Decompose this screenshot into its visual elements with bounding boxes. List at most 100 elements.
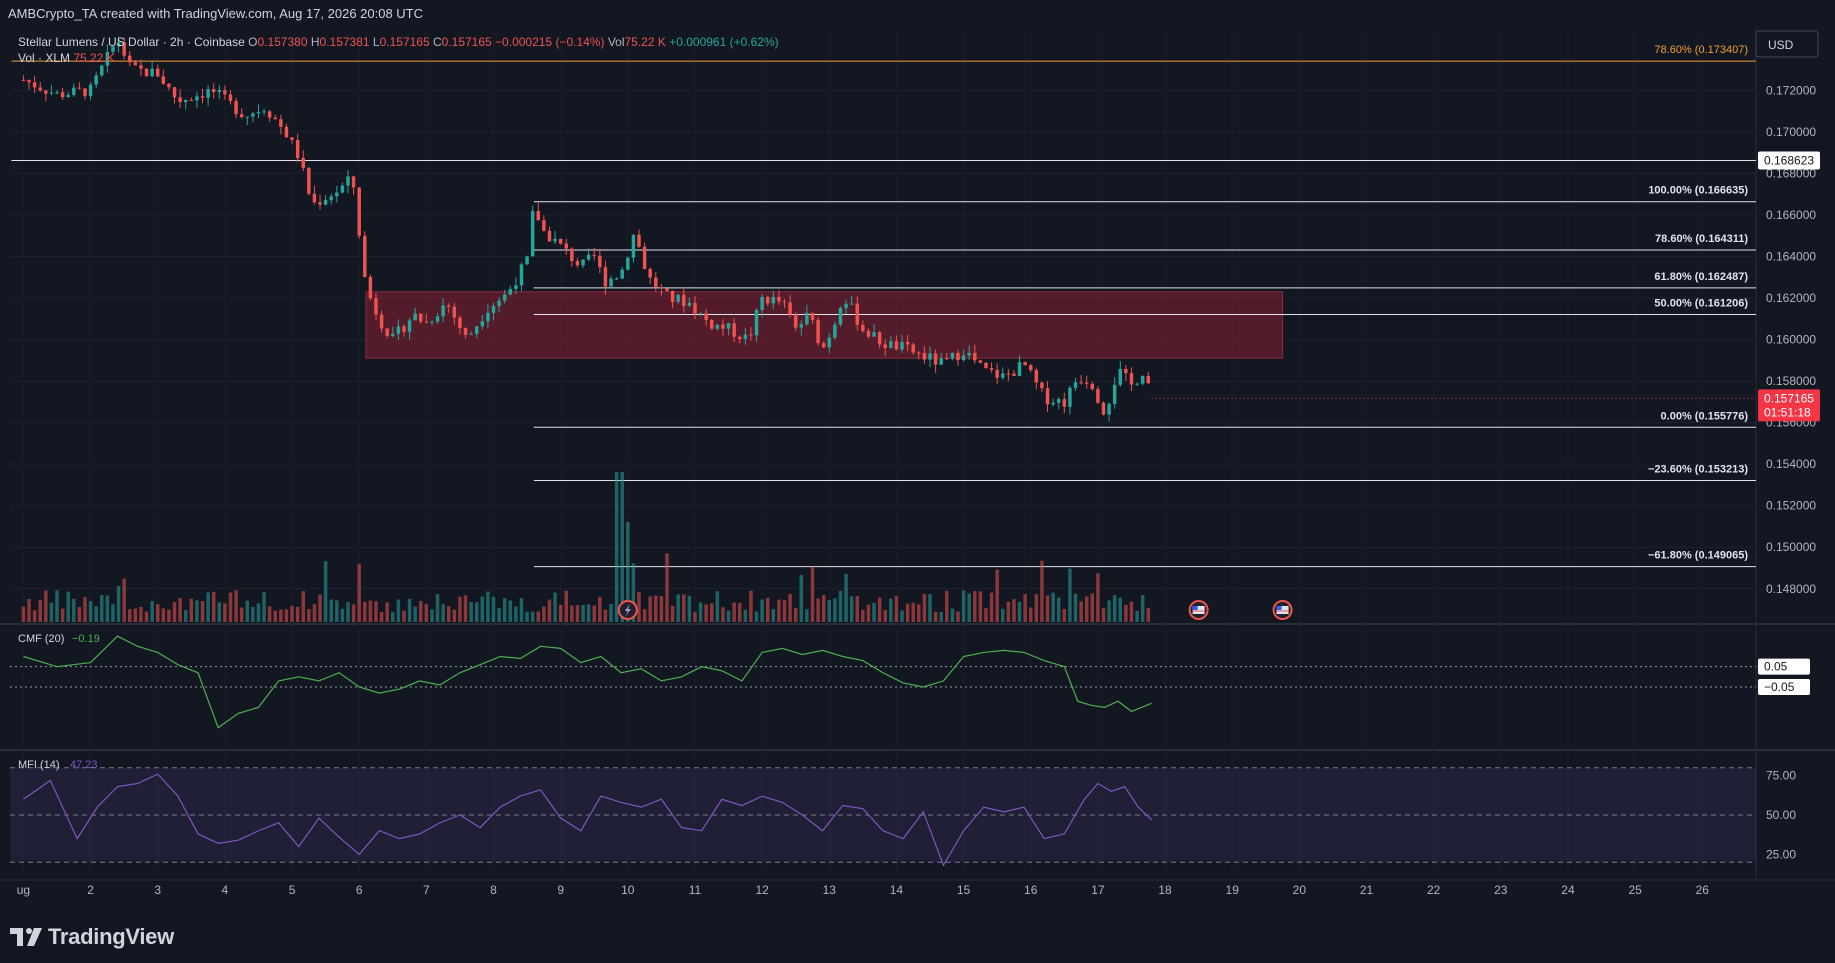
candle xyxy=(32,82,37,88)
volume-bar xyxy=(469,602,473,622)
price-tick-label: 0.172000 xyxy=(1766,83,1816,97)
volume-bar xyxy=(698,602,703,622)
volume-bar xyxy=(995,569,999,622)
candle xyxy=(122,42,126,56)
candles xyxy=(21,36,1150,422)
volume-bar xyxy=(419,601,423,622)
volume-bar xyxy=(782,600,787,622)
volume-bar xyxy=(810,566,815,622)
candle xyxy=(413,313,417,321)
price-tick-label: 0.154000 xyxy=(1766,457,1816,471)
volume-bar xyxy=(128,609,132,622)
candle xyxy=(245,116,250,118)
candle xyxy=(133,62,138,66)
candle xyxy=(217,90,222,92)
volume-bar xyxy=(1023,593,1027,622)
candle xyxy=(642,246,647,269)
mfi-tick-label: 50.00 xyxy=(1766,808,1796,822)
volume-bar xyxy=(21,606,26,622)
candle xyxy=(1023,362,1027,366)
time-tick-label: 14 xyxy=(890,883,904,897)
volume-bar xyxy=(27,599,31,622)
volume-bar xyxy=(704,604,708,622)
volume-bar xyxy=(1101,607,1106,622)
lightning-icon xyxy=(617,600,638,620)
chart-canvas[interactable]: 0.172000 0.170000 0.168000 0.166000 0.164000… xyxy=(0,0,1835,908)
tradingview-logo[interactable]: TradingView xyxy=(10,924,174,950)
cmf-level-label: −0.05 xyxy=(1764,680,1795,694)
candle xyxy=(598,255,602,268)
volume-bar xyxy=(1040,560,1044,622)
volume-bar xyxy=(88,601,93,622)
candle xyxy=(228,94,233,101)
candle xyxy=(290,137,294,140)
volume-bar xyxy=(391,611,395,622)
volume-bar xyxy=(827,600,832,622)
volume-bar xyxy=(676,594,680,622)
candle xyxy=(1146,376,1150,384)
candle xyxy=(542,220,546,231)
mfi-title: MFI (14) xyxy=(18,759,60,771)
candle xyxy=(710,319,714,329)
volume-bar xyxy=(861,609,865,622)
volume-bar xyxy=(245,600,250,622)
volume-bar xyxy=(480,596,485,622)
candle xyxy=(810,312,815,320)
candle xyxy=(1112,384,1117,404)
volume-bar xyxy=(206,592,210,622)
candle xyxy=(945,358,949,360)
volume-bar xyxy=(486,591,490,622)
candle xyxy=(94,75,98,85)
candle xyxy=(195,96,199,101)
volume-bar xyxy=(609,604,613,622)
volume-bar xyxy=(933,611,938,622)
candle xyxy=(1073,382,1078,388)
volume-bar xyxy=(754,611,759,622)
candle xyxy=(771,296,776,304)
volume-bar xyxy=(542,606,546,622)
price-tick-label: 0.152000 xyxy=(1766,499,1816,513)
candle xyxy=(1017,362,1022,376)
candle xyxy=(626,257,630,270)
volume-bar xyxy=(514,606,518,622)
candle xyxy=(978,360,983,363)
volume-bar xyxy=(340,608,345,622)
volume-bar xyxy=(849,596,854,622)
candle xyxy=(530,211,535,257)
candle xyxy=(1079,382,1083,384)
volume-bar xyxy=(167,609,171,622)
volume-bar xyxy=(44,590,48,622)
volume-bar xyxy=(917,604,921,622)
candle xyxy=(609,278,613,287)
candle xyxy=(866,331,871,337)
volume-bar xyxy=(407,598,412,622)
currency-button[interactable]: USD xyxy=(1755,30,1819,58)
currency-label: USD xyxy=(1768,38,1794,52)
candle xyxy=(77,87,82,89)
candle xyxy=(922,352,927,360)
cmf-level-label: 0.05 xyxy=(1764,660,1788,674)
volume-bar xyxy=(1068,568,1072,622)
volume-bar xyxy=(452,609,457,622)
candle xyxy=(855,303,859,325)
candle xyxy=(111,46,115,53)
time-tick-label: 24 xyxy=(1561,883,1575,897)
volume-bar xyxy=(631,563,636,622)
footer: TradingView xyxy=(0,908,1835,963)
fib-level-label: 61.80% (0.162487) xyxy=(1654,271,1748,283)
volume-bar xyxy=(654,595,658,622)
candle xyxy=(38,87,42,91)
volume-bar xyxy=(553,592,557,622)
candle xyxy=(592,254,596,256)
candle xyxy=(911,344,915,353)
chart-credit: AMBCrypto_TA created with TradingView.co… xyxy=(8,6,424,21)
volume-bar xyxy=(922,593,927,622)
volume-bar xyxy=(172,602,177,622)
volume-bar xyxy=(217,602,222,622)
volume-bar xyxy=(989,592,994,622)
candle xyxy=(307,167,311,194)
candle xyxy=(581,259,585,266)
candle xyxy=(116,42,121,47)
price-tick-label: 0.170000 xyxy=(1766,125,1816,139)
candle xyxy=(995,369,999,378)
